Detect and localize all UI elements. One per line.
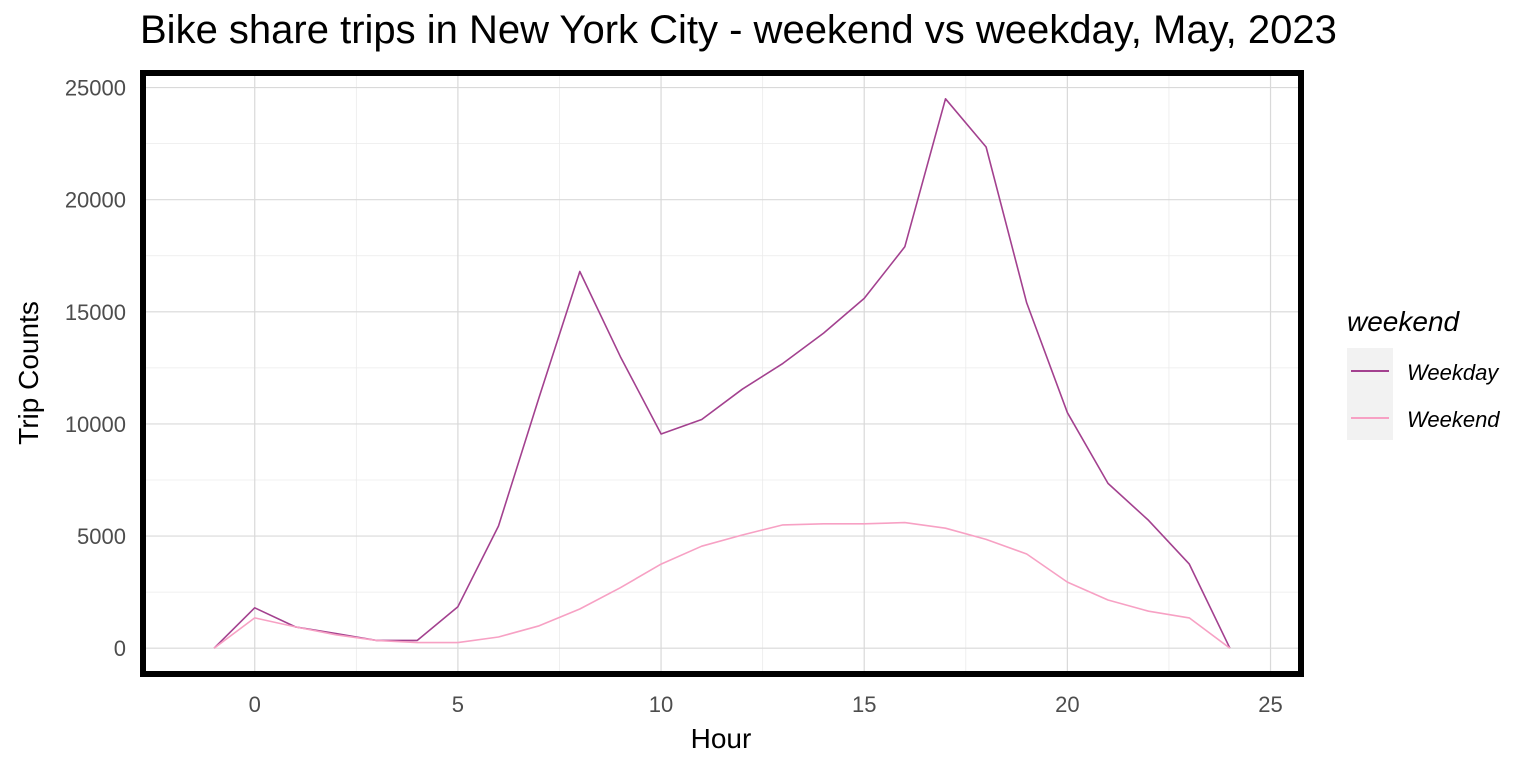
y-tick-labels: 0 5000 10000 15000 20000 25000 (65, 76, 126, 662)
y-tick-label: 0 (114, 636, 126, 661)
x-tick-label: 5 (452, 692, 464, 717)
x-tick-label: 10 (649, 692, 673, 717)
series-lines (213, 98, 1231, 649)
y-axis-title: Trip Counts (13, 301, 44, 445)
x-tick-label: 15 (852, 692, 876, 717)
chart-title: Bike share trips in New York City - week… (140, 8, 1337, 52)
grid-lines (143, 73, 1301, 674)
x-tick-labels: 0 5 10 15 20 25 (249, 692, 1283, 717)
x-tick-label: 25 (1258, 692, 1282, 717)
plot-panel-border (140, 70, 1304, 677)
y-tick-label: 5000 (77, 524, 126, 549)
x-tick-label: 20 (1055, 692, 1079, 717)
x-axis-title: Hour (691, 723, 752, 754)
legend-label-weekday: Weekday (1407, 360, 1500, 385)
y-tick-label: 25000 (65, 76, 126, 101)
y-tick-label: 20000 (65, 188, 126, 213)
legend-label-weekend: Weekend (1407, 407, 1500, 432)
legend: weekend Weekday Weekend (1347, 306, 1500, 440)
x-tick-label: 0 (249, 692, 261, 717)
legend-key-background (1347, 348, 1393, 440)
series-line-weekday (213, 98, 1231, 649)
y-tick-label: 10000 (65, 412, 126, 437)
series-line-weekend (213, 521, 1231, 649)
y-tick-label: 15000 (65, 300, 126, 325)
legend-title: weekend (1347, 306, 1461, 337)
